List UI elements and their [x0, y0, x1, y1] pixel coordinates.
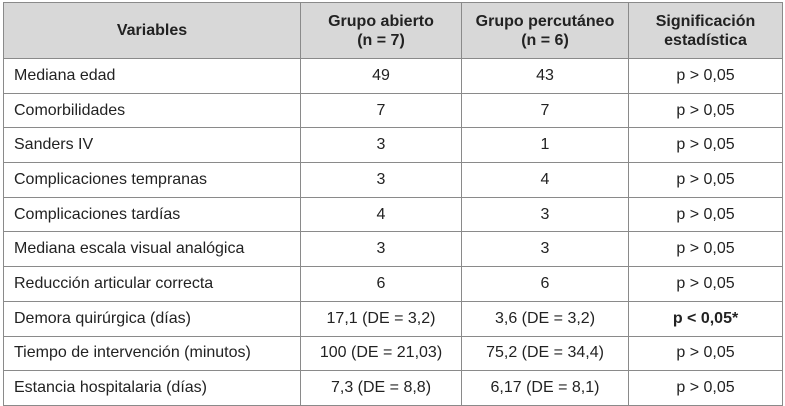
percutaneous-group-cell: 43: [461, 58, 629, 94]
open-group-cell: 7,3 (DE = 8,8): [300, 370, 462, 406]
table-row: Reducción articular correcta 6 6 p > 0,05: [3, 266, 783, 302]
header-percutaneous-group: Grupo percutáneo (n = 6): [461, 2, 629, 59]
table-row: Complicaciones tempranas 3 4 p > 0,05: [3, 162, 783, 198]
percutaneous-group-cell: 7: [461, 92, 629, 129]
open-group-cell: 100 (DE = 21,03): [300, 335, 462, 372]
significance-cell: p > 0,05: [628, 231, 783, 268]
percutaneous-group-cell: 3: [461, 196, 629, 233]
significance-cell: p < 0,05*: [628, 300, 783, 337]
variable-cell: Complicaciones tempranas: [3, 162, 301, 198]
significance-cell: p > 0,05: [628, 266, 783, 302]
results-table: Variables Grupo abierto (n = 7) Grupo pe…: [3, 2, 783, 406]
table-row: Tiempo de intervención (minutos) 100 (DE …: [3, 335, 783, 372]
table-row: Demora quirúrgica (días) 17,1 (DE = 3,2) 3…: [3, 300, 783, 337]
percutaneous-group-cell: 6,17 (DE = 8,1): [461, 370, 629, 406]
header-significance: Significación estadística: [628, 2, 783, 59]
open-group-cell: 7: [300, 92, 462, 129]
table-row: Complicaciones tardías 4 3 p > 0,05: [3, 196, 783, 233]
table-row: Estancia hospitalaria (días) 7,3 (DE = 8,…: [3, 370, 783, 406]
significance-cell: p > 0,05: [628, 370, 783, 406]
percutaneous-group-cell: 3: [461, 231, 629, 268]
percutaneous-group-cell: 6: [461, 266, 629, 302]
variable-cell: Comorbilidades: [3, 92, 301, 129]
header-variables: Variables: [3, 2, 301, 59]
significance-cell: p > 0,05: [628, 127, 783, 164]
variable-cell: Mediana edad: [3, 58, 301, 94]
variable-cell: Mediana escala visual analógica: [3, 231, 301, 268]
percutaneous-group-cell: 3,6 (DE = 3,2): [461, 300, 629, 337]
table-row: Mediana edad 49 43 p > 0,05: [3, 58, 783, 94]
open-group-cell: 6: [300, 266, 462, 302]
open-group-cell: 4: [300, 196, 462, 233]
percutaneous-group-cell: 1: [461, 127, 629, 164]
open-group-cell: 3: [300, 127, 462, 164]
significance-cell: p > 0,05: [628, 335, 783, 372]
open-group-cell: 3: [300, 162, 462, 198]
significance-cell: p > 0,05: [628, 58, 783, 94]
header-row: Variables Grupo abierto (n = 7) Grupo pe…: [3, 2, 783, 59]
significance-cell: p > 0,05: [628, 162, 783, 198]
variable-cell: Reducción articular correcta: [3, 266, 301, 302]
variable-cell: Sanders IV: [3, 127, 301, 164]
header-open-group: Grupo abierto (n = 7): [300, 2, 462, 59]
open-group-cell: 49: [300, 58, 462, 94]
significance-cell: p > 0,05: [628, 196, 783, 233]
variable-cell: Complicaciones tardías: [3, 196, 301, 233]
percutaneous-group-cell: 75,2 (DE = 34,4): [461, 335, 629, 372]
variable-cell: Estancia hospitalaria (días): [3, 370, 301, 406]
variable-cell: Tiempo de intervención (minutos): [3, 335, 301, 372]
table-row: Mediana escala visual analógica 3 3 p > 0,0…: [3, 231, 783, 268]
table-row: Comorbilidades 7 7 p > 0,05: [3, 92, 783, 129]
percutaneous-group-cell: 4: [461, 162, 629, 198]
variable-cell: Demora quirúrgica (días): [3, 300, 301, 337]
open-group-cell: 17,1 (DE = 3,2): [300, 300, 462, 337]
open-group-cell: 3: [300, 231, 462, 268]
significance-cell: p > 0,05: [628, 92, 783, 129]
table-row: Sanders IV 3 1 p > 0,05: [3, 127, 783, 164]
